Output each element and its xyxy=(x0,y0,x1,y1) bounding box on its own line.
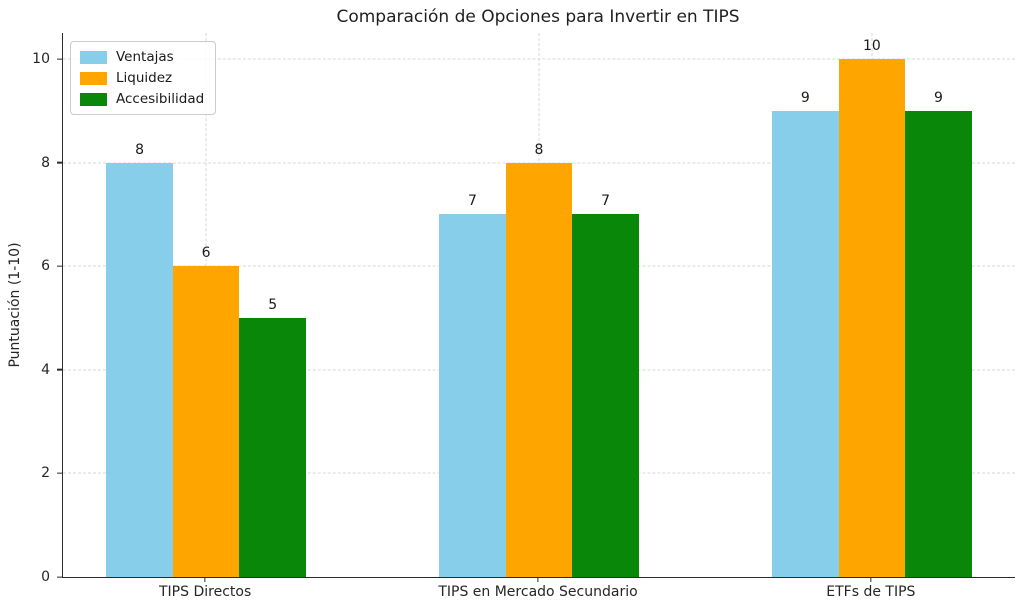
y-tick-label: 10 xyxy=(32,50,50,67)
bar-accesibilidad xyxy=(572,214,639,577)
y-tick-label: 6 xyxy=(41,258,50,275)
legend-item: Ventajas xyxy=(80,49,204,65)
y-tick-label: 8 xyxy=(41,154,50,171)
x-tick-label: TIPS Directos xyxy=(159,584,252,600)
x-tick-mark xyxy=(537,577,539,582)
bar-ventajas xyxy=(439,214,506,577)
y-tick-mark xyxy=(57,576,62,578)
chart-title: Comparación de Opciones para Invertir en… xyxy=(336,7,740,27)
legend-label: Accesibilidad xyxy=(116,91,205,107)
y-tick-mark xyxy=(57,369,62,371)
legend-label: Liquidez xyxy=(116,70,173,86)
bar-value-label: 9 xyxy=(933,89,943,106)
bar-value-label: 5 xyxy=(268,296,278,313)
legend-item: Accesibilidad xyxy=(80,91,204,107)
y-tick-mark xyxy=(57,265,62,267)
bar-liquidez xyxy=(505,162,573,577)
bar-value-label: 8 xyxy=(534,141,544,158)
gridline-horizontal xyxy=(63,58,1015,60)
bar-value-label: 9 xyxy=(800,89,810,106)
bar-value-label: 8 xyxy=(135,141,145,158)
y-tick-label: 4 xyxy=(41,361,50,378)
y-tick-label: 0 xyxy=(41,569,50,585)
bar-accesibilidad xyxy=(239,317,306,577)
bar-liquidez xyxy=(838,58,906,577)
legend-swatch xyxy=(80,50,107,64)
y-tick-mark xyxy=(57,161,62,164)
y-tick-mark xyxy=(57,472,62,475)
x-tick-label: TIPS en Mercado Secundario xyxy=(438,584,638,600)
legend: Ventajas Liquidez Accesibilidad xyxy=(70,41,217,115)
bar-liquidez xyxy=(172,266,240,577)
legend-swatch xyxy=(80,71,107,85)
legend-label: Ventajas xyxy=(116,49,174,65)
y-tick-mark xyxy=(57,58,62,60)
bar-ventajas xyxy=(772,110,839,577)
legend-item: Liquidez xyxy=(80,70,204,86)
bar-value-label: 7 xyxy=(467,193,477,210)
x-tick-mark xyxy=(870,577,872,582)
bar-accesibilidad xyxy=(905,110,972,577)
legend-swatch xyxy=(80,92,107,106)
bar-value-label: 10 xyxy=(862,37,881,54)
y-axis: 0 2 4 6 8 10 xyxy=(0,33,62,585)
x-axis: TIPS Directos TIPS en Mercado Secundario E… xyxy=(62,577,1014,609)
bar-ventajas xyxy=(106,162,173,577)
bar-value-label: 7 xyxy=(601,193,611,210)
x-tick-mark xyxy=(204,577,206,582)
x-tick-label: ETFs de TIPS xyxy=(826,584,916,600)
plot-area: Ventajas Liquidez Accesibilidad 8 7 9 6 8 10 5 7 9 xyxy=(62,33,1015,578)
bar-value-label: 6 xyxy=(201,245,211,262)
y-tick-label: 2 xyxy=(41,465,50,482)
